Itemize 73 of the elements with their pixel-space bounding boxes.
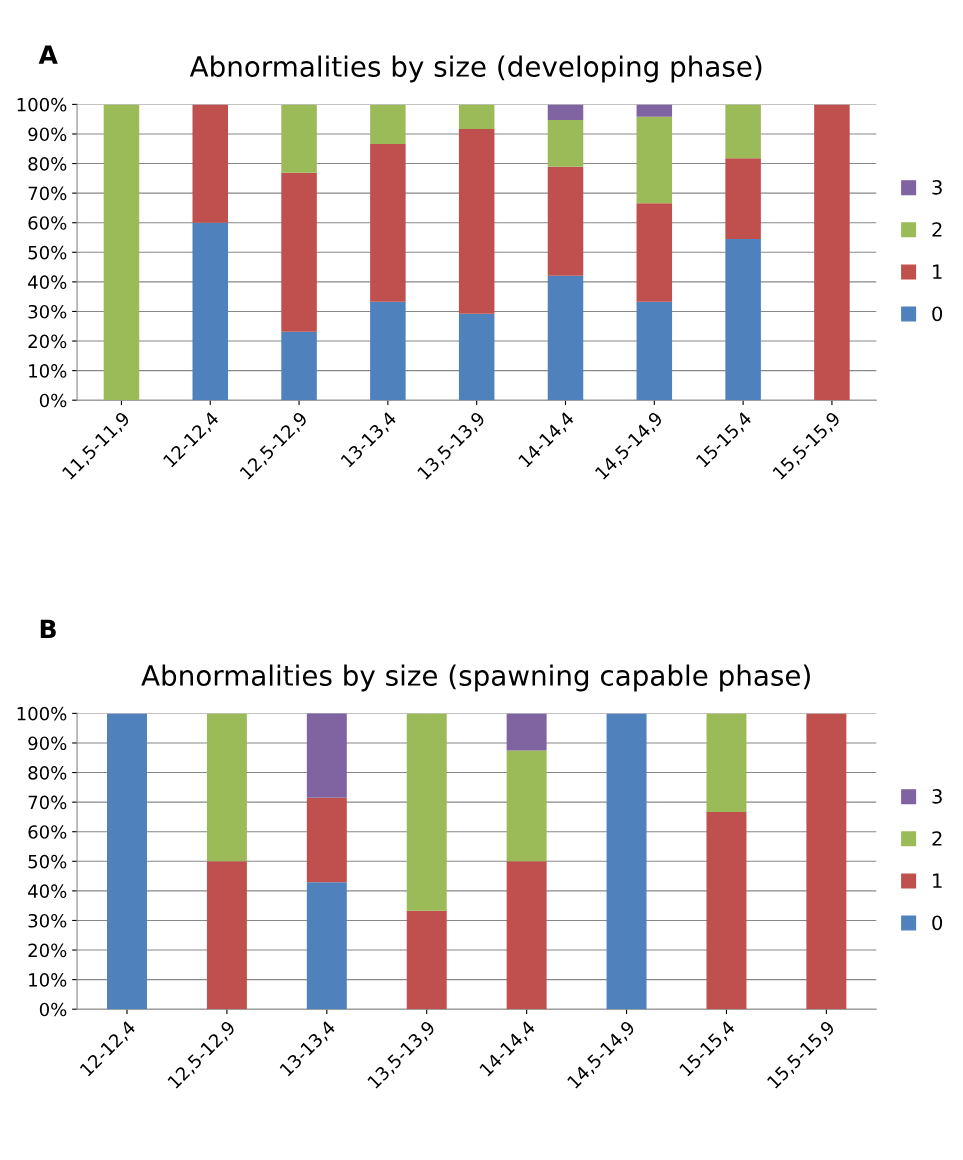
bar [406,910,447,1010]
bar [506,750,547,862]
y-tick-label: 50% [28,854,67,869]
legend-label: 1 [933,873,942,888]
bar [814,104,850,401]
y-tick-label: 70% [28,795,67,810]
bar [458,128,495,314]
legend-label: 1 [933,264,942,279]
bar [192,104,229,223]
bar [547,120,584,167]
bar [458,313,495,401]
bar [281,172,317,332]
y-tick-label: 10% [29,364,67,378]
y-tick-label: 60% [28,825,67,839]
y-tick-label: 80% [28,157,67,171]
bar [281,104,317,173]
bar [206,861,247,1010]
bar [370,104,406,145]
y-tick-label: 90% [28,127,67,142]
bar [725,104,761,159]
y-tick-label: 60% [28,216,67,230]
bar [725,238,761,401]
bar [547,104,584,121]
bar [370,144,406,302]
bar [636,116,673,204]
y-tick-label: 50% [28,245,67,260]
bar [806,713,847,1010]
bar [192,222,229,401]
bar [636,104,673,117]
legend-label: 3 [932,180,942,195]
y-tick-label: 0% [39,1002,67,1017]
text: A [38,45,58,64]
bar [506,713,547,751]
chart-title: Abnormalities by size (spawning capable phase) [141,664,810,692]
y-tick-label: 100% [17,97,67,112]
y-tick-label: 40% [28,884,67,898]
bar [547,275,584,401]
y-tick-label: 30% [28,304,67,319]
y-tick-label: 30% [28,913,67,928]
y-tick-label: 100% [17,706,67,721]
bar [306,713,347,798]
y-tick-label: 20% [28,943,67,958]
bar [206,713,247,862]
bar [506,861,547,1010]
bar [107,713,147,1010]
legend-label: 3 [932,789,942,804]
bar [306,882,347,1010]
y-tick-label: 70% [28,186,67,201]
bar [103,104,140,401]
bar [636,301,673,401]
legend-label: 0 [932,915,943,931]
y-tick-label: 10% [29,973,67,987]
y-tick-label: 0% [39,393,67,408]
bar [725,158,761,239]
bar [370,301,406,401]
bar [636,203,673,302]
bar [547,166,584,276]
y-tick-label: 90% [28,736,67,751]
bar [306,797,347,883]
y-tick-label: 20% [28,334,67,349]
bar [281,331,317,401]
legend-label: 2 [932,831,942,846]
bar [706,811,747,1010]
legend-label: 0 [932,306,943,322]
bar [406,713,447,911]
y-tick-label: 40% [28,275,67,289]
legend-label: 2 [932,222,942,237]
y-tick-label: 80% [28,766,67,780]
bar [606,713,647,1010]
bar [458,104,495,129]
chart-title: Abnormalities by size (developing phase) [189,55,762,83]
bar [706,713,747,812]
text: B [40,619,56,638]
